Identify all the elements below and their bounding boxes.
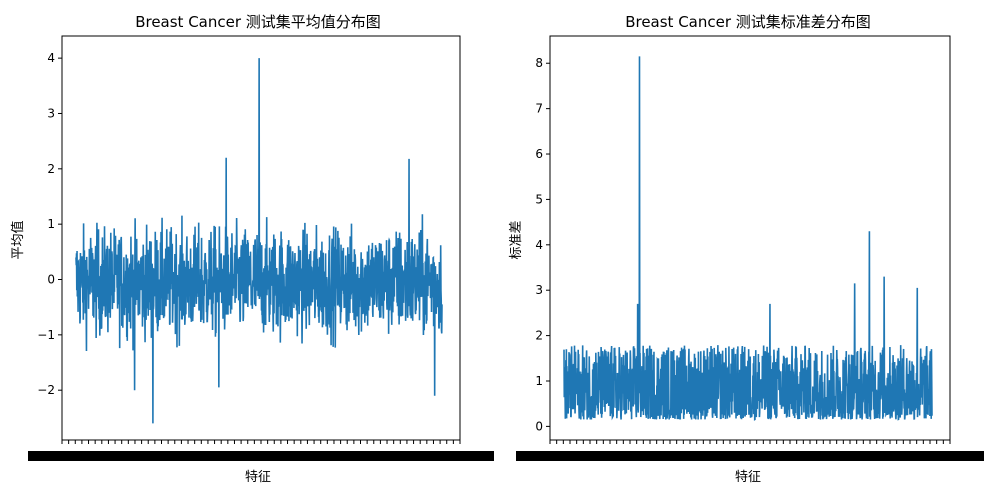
y-tick-label: 2 xyxy=(535,329,543,343)
y-tick-label: 5 xyxy=(535,192,543,206)
y-tick-label: −1 xyxy=(37,328,55,342)
y-tick-label: 7 xyxy=(535,102,543,116)
x-axis-label: 特征 xyxy=(735,470,761,485)
y-tick-label: −2 xyxy=(37,383,55,397)
plot-area: 0 1 2 3 4 5 6 7 8 xyxy=(516,35,984,461)
y-tick-label: 4 xyxy=(47,51,55,65)
series-line xyxy=(75,58,443,424)
y-tick-label: 1 xyxy=(47,217,55,231)
y-axis-label: 平均值 xyxy=(10,220,26,259)
chart-title: Breast Cancer 测试集标准差分布图 xyxy=(625,13,871,31)
plot-area: −2 −1 0 1 2 3 4 xyxy=(28,35,494,461)
y-tick-label: 2 xyxy=(47,162,55,176)
y-tick-label: 8 xyxy=(535,56,543,70)
y-tick-label: 0 xyxy=(535,419,543,433)
y-axis-label: 标准差 xyxy=(509,220,524,259)
x-tick-labels-overlap xyxy=(28,451,494,461)
x-axis-label: 特征 xyxy=(245,470,271,485)
y-tick-label: 3 xyxy=(47,106,55,120)
std-distribution-chart: Breast Cancer 测试集标准差分布图 特征 标准差 0 1 2 3 4 5 6 7 8 xyxy=(509,13,984,485)
chart-title: Breast Cancer 测试集平均值分布图 xyxy=(135,13,381,31)
series-line xyxy=(563,56,933,421)
y-tick-label: 6 xyxy=(535,147,543,161)
y-tick-label: 1 xyxy=(535,374,543,388)
y-tick-label: 4 xyxy=(535,238,543,252)
y-tick-label: 3 xyxy=(535,283,543,297)
y-tick-label: 0 xyxy=(47,273,55,287)
mean-distribution-chart: Breast Cancer 测试集平均值分布图 特征 平均值 −2 −1 0 1 2 3 4 xyxy=(10,13,494,485)
x-tick-labels-overlap xyxy=(516,451,984,461)
